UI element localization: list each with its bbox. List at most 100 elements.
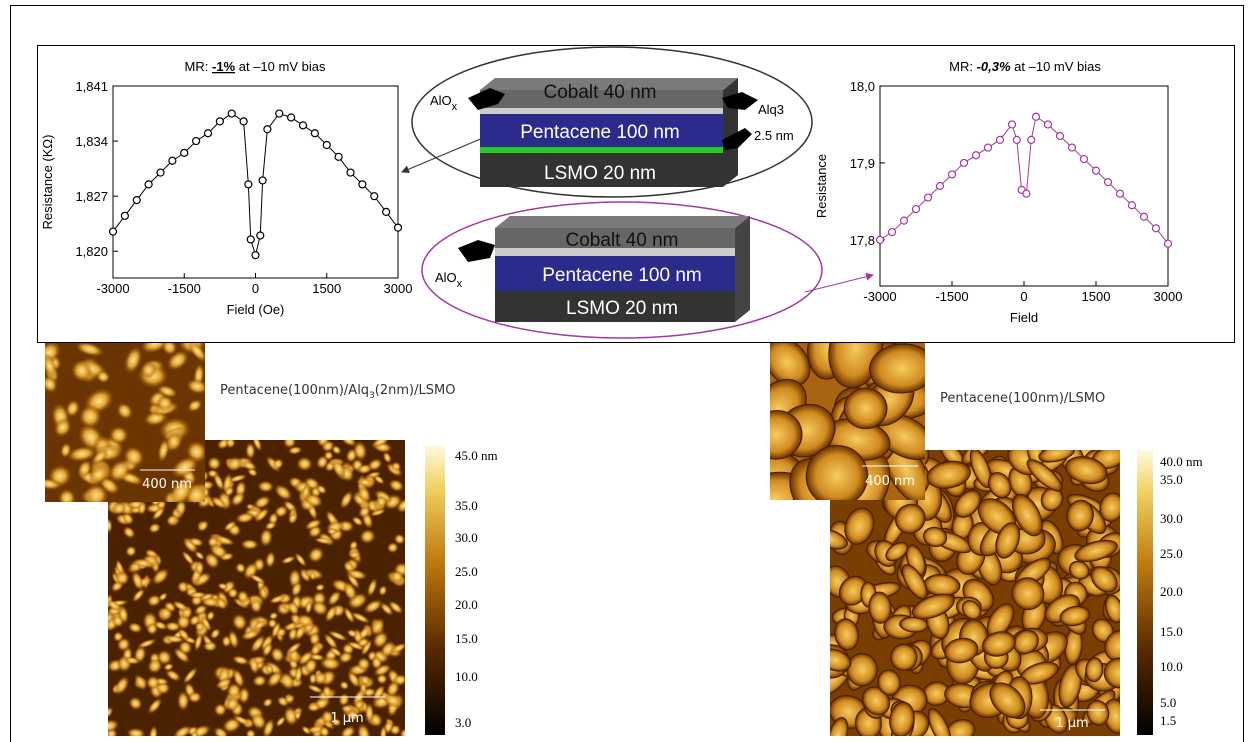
diagram-bottom: Cobalt 40 nm Pentacene 100 nm LSMO 20 nm… — [422, 202, 873, 338]
data-point — [395, 224, 402, 231]
cobalt-label: Cobalt 40 nm — [565, 230, 678, 251]
colorbar — [1137, 450, 1153, 735]
title-part: at –10 mV bias — [239, 59, 326, 74]
colorbar-label: 45.0 nm — [455, 448, 498, 463]
colorbar-label: 15.0 — [1160, 624, 1183, 639]
data-point — [1153, 225, 1160, 232]
data-point — [216, 118, 223, 125]
x-tick-label: 1500 — [312, 281, 341, 296]
afm-image-right: 400 nm 1 µm Pentacene(100nm)/LSMO — [729, 304, 1153, 742]
data-point — [877, 236, 884, 243]
x-tick-label: -3000 — [863, 289, 896, 304]
data-point — [913, 206, 920, 213]
data-line — [880, 117, 1168, 244]
afm-caption: Pentacene(100nm)/LSMO — [940, 391, 1105, 406]
caption-part: Pentacene(100nm)/Alq — [220, 383, 369, 398]
chart-title: MR: -1% at –10 mV bias — [185, 59, 326, 74]
data-point — [247, 236, 254, 243]
x-tick-label: 1500 — [1082, 289, 1111, 304]
grain — [890, 644, 917, 671]
data-point — [1117, 190, 1124, 197]
diagram-top: Cobalt 40 nm Pentacene 100 nm LSMO 20 nm… — [402, 47, 812, 197]
colorbar-label: 30.0 — [455, 530, 478, 545]
data-point — [1129, 202, 1136, 209]
data-point — [961, 159, 968, 166]
colorbar-label: 15.0 — [455, 631, 478, 646]
data-point — [259, 177, 266, 184]
pentacene-label: Pentacene 100 nm — [542, 265, 702, 286]
data-point — [276, 110, 283, 117]
colorbar-label: 35.0 — [455, 498, 478, 513]
colorbar-label: 35.0 — [1160, 472, 1183, 487]
data-point — [1093, 167, 1100, 174]
data-point — [1081, 156, 1088, 163]
figure: Cobalt 40 nm Pentacene 100 nm LSMO 20 nm… — [0, 0, 1254, 742]
data-point — [371, 193, 378, 200]
colorbar-label: 10.0 — [455, 669, 478, 684]
data-point — [157, 169, 164, 176]
y-tick-label: 17,9 — [850, 156, 875, 171]
data-point — [121, 212, 128, 219]
data-point — [252, 252, 259, 259]
y-tick-label: 18,0 — [850, 79, 875, 94]
data-point — [133, 197, 140, 204]
x-tick-label: 3000 — [1154, 289, 1183, 304]
lsmo-label: LSMO 20 nm — [544, 163, 656, 184]
colorbar-label: 1.5 — [1160, 713, 1176, 728]
data-point — [1165, 240, 1172, 247]
colorbar-label: 20.0 — [455, 597, 478, 612]
data-point — [1045, 121, 1052, 128]
data-point — [889, 229, 896, 236]
inset-scale: 400 nm — [865, 474, 915, 489]
chart-title: MR: -0,3% at –10 mV bias — [949, 59, 1101, 74]
data-point — [1069, 144, 1076, 151]
colorbar-label: 10.0 — [1160, 659, 1183, 674]
colorbar-label: 25.0 — [1160, 546, 1183, 561]
data-point — [1013, 136, 1020, 143]
cobalt-label: Cobalt 40 nm — [543, 82, 656, 103]
y-tick-label: 17,8 — [850, 233, 875, 248]
afm-caption: Pentacene(100nm)/Alq3(2nm)/LSMO — [220, 383, 455, 401]
data-point — [1141, 213, 1148, 220]
alox-text: AlO — [430, 93, 452, 108]
x-tick-label: 0 — [252, 281, 259, 296]
x-axis-label: Field — [1010, 310, 1038, 325]
data-point — [145, 181, 152, 188]
colorbar-label: 5.0 — [1160, 695, 1176, 710]
data-point — [1057, 133, 1064, 140]
title-part: MR: — [185, 59, 209, 74]
y-tick-label: 1,827 — [75, 189, 108, 204]
data-point — [1105, 179, 1112, 186]
data-point — [205, 130, 212, 137]
colorbar-label: 3.0 — [455, 715, 471, 730]
data-point — [323, 142, 330, 149]
x-tick-label: -1500 — [935, 289, 968, 304]
data-point — [228, 110, 235, 117]
grain — [844, 388, 887, 429]
data-point — [997, 136, 1004, 143]
data-point — [257, 232, 264, 239]
title-part: -0,3% — [977, 59, 1011, 74]
data-point — [240, 118, 247, 125]
pentacene-label: Pentacene 100 nm — [520, 122, 680, 143]
data-point — [169, 157, 176, 164]
caption-part: (2nm)/LSMO — [375, 383, 456, 398]
y-axis-label: Resistance (KΩ) — [40, 135, 55, 230]
data-point — [1023, 190, 1030, 197]
data-point — [300, 122, 307, 129]
colorbar-label: 30.0 — [1160, 511, 1183, 526]
grain — [194, 560, 204, 575]
scale-bar-label: 1 µm — [1055, 716, 1088, 731]
lsmo-label: LSMO 20 nm — [566, 298, 678, 319]
data-point — [1009, 121, 1016, 128]
x-tick-label: -1500 — [168, 281, 201, 296]
data-line — [113, 114, 398, 256]
y-tick-label: 1,841 — [75, 79, 108, 94]
data-point — [383, 208, 390, 215]
data-point — [110, 228, 117, 235]
scale-bar-label: 1 µm — [330, 711, 363, 726]
y-tick-label: 1,834 — [75, 134, 108, 149]
data-point — [901, 217, 908, 224]
data-point — [985, 144, 992, 151]
data-point — [1028, 136, 1035, 143]
